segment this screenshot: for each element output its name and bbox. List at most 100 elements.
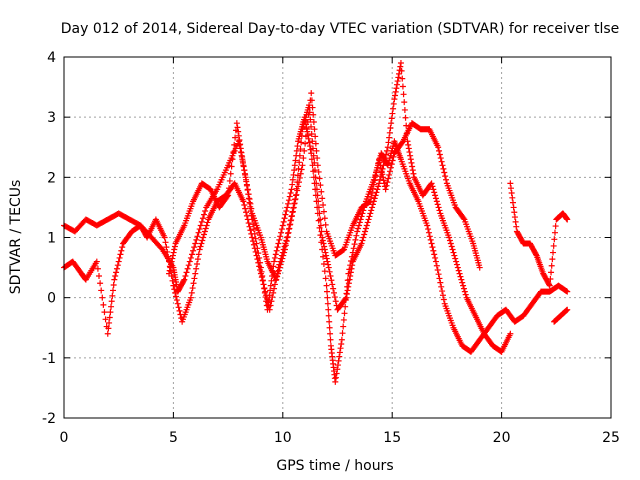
data-point	[546, 281, 553, 288]
tick-marks	[63, 56, 612, 419]
data-point	[323, 288, 330, 295]
x-tick-label: 0	[60, 430, 69, 446]
data-point	[104, 330, 111, 337]
y-tick-label: -2	[42, 411, 56, 427]
data-point	[243, 176, 250, 183]
x-axis-label: GPS time / hours	[276, 458, 393, 474]
data-point	[355, 222, 362, 229]
data-point	[274, 273, 281, 280]
data-point	[293, 147, 300, 154]
data-point	[388, 120, 395, 127]
data-point	[387, 168, 394, 175]
data-point	[428, 240, 435, 247]
data-point	[436, 151, 443, 158]
data-point	[364, 219, 371, 226]
data-point	[347, 273, 354, 280]
y-tick-label: 4	[47, 50, 56, 66]
x-tick-labels: 0 5 10 15 20 25	[60, 430, 620, 446]
data-point	[315, 198, 322, 205]
data-point	[162, 239, 169, 246]
data-point	[169, 252, 176, 259]
data-point	[283, 238, 290, 245]
data-point	[362, 228, 369, 235]
data-point	[102, 316, 109, 323]
data-point	[425, 226, 432, 233]
data-point	[173, 297, 180, 304]
data-point	[446, 237, 453, 244]
data-point	[430, 186, 437, 193]
data-point	[431, 189, 438, 196]
data-point	[319, 234, 326, 241]
y-tick-label: -1	[42, 351, 56, 367]
data-point	[509, 199, 516, 206]
data-point	[425, 229, 432, 236]
data-point	[273, 276, 280, 283]
data-point	[401, 106, 408, 113]
data-point	[436, 275, 443, 282]
data-point	[264, 299, 271, 306]
data-point	[368, 194, 375, 201]
data-point	[507, 180, 514, 187]
data-point	[170, 282, 177, 289]
data-point	[340, 323, 347, 330]
data-point	[308, 123, 315, 130]
data-point	[456, 270, 463, 277]
data-point	[391, 96, 398, 103]
data-point	[408, 159, 415, 166]
data-point	[201, 231, 208, 238]
data-point	[269, 294, 276, 301]
data-point	[192, 240, 199, 247]
data-point	[255, 259, 262, 266]
data-point	[190, 247, 197, 254]
data-point	[476, 264, 483, 271]
data-point	[361, 231, 368, 238]
data-point	[196, 226, 203, 233]
data-point	[331, 294, 338, 301]
data-point	[193, 236, 200, 243]
data-point	[299, 162, 306, 169]
data-point	[390, 105, 397, 112]
data-point	[267, 287, 274, 294]
data-point	[263, 292, 270, 299]
data-point	[387, 164, 394, 171]
data-point	[167, 261, 174, 268]
data-point	[298, 132, 305, 139]
data-point	[320, 240, 327, 247]
data-point	[347, 269, 354, 276]
data-point	[288, 212, 295, 219]
data-point	[345, 283, 352, 290]
data-point	[110, 282, 117, 289]
data-point	[292, 157, 299, 164]
data-point	[325, 312, 332, 319]
data-point	[240, 198, 247, 205]
data-point	[115, 258, 122, 265]
data-point	[450, 249, 457, 256]
data-point	[195, 251, 202, 258]
data-point	[237, 145, 244, 152]
data-point	[246, 195, 253, 202]
data-point	[340, 316, 347, 323]
data-point	[323, 252, 330, 259]
data-point	[462, 291, 469, 298]
data-point	[375, 183, 382, 190]
data-point	[562, 307, 569, 314]
data-point	[342, 303, 349, 310]
data-point	[226, 177, 233, 184]
data-point	[405, 141, 412, 148]
data-point	[509, 194, 516, 201]
data-point	[204, 219, 211, 226]
data-point	[432, 258, 439, 265]
data-point	[242, 171, 249, 178]
data-point	[268, 298, 275, 305]
data-point	[403, 122, 410, 129]
data-point	[369, 185, 376, 192]
data-point	[308, 156, 315, 163]
data-point	[322, 221, 329, 228]
data-point	[439, 288, 446, 295]
data-point	[278, 229, 285, 236]
data-point	[380, 174, 387, 181]
data-point	[199, 237, 206, 244]
data-point	[399, 83, 406, 90]
data-point	[202, 225, 209, 232]
